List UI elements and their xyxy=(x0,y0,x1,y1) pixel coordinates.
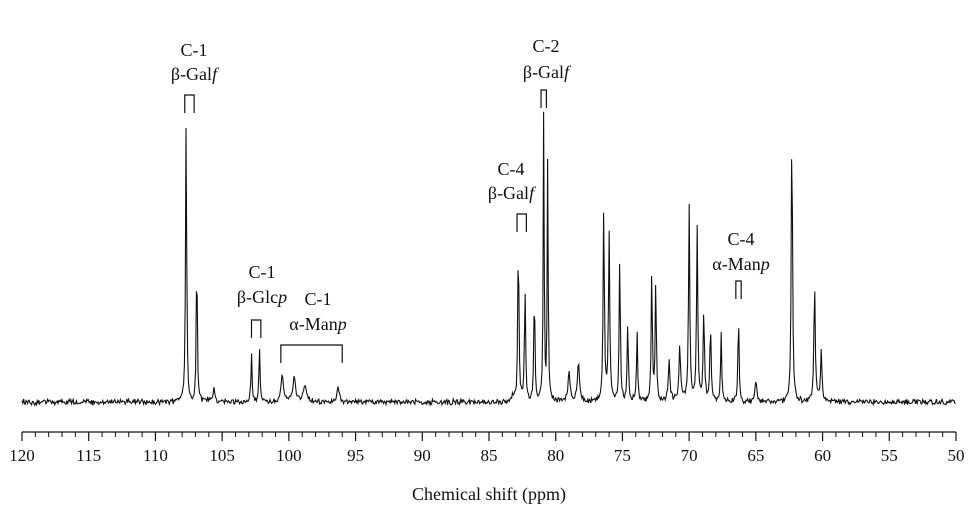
annotation-5-carbon: C-2 xyxy=(533,36,560,56)
x-tick-label-115: 115 xyxy=(76,446,101,465)
annotation-1-residue: β-Galf xyxy=(171,64,220,84)
x-tick-label-80: 80 xyxy=(547,446,564,465)
x-tick-label-90: 90 xyxy=(414,446,431,465)
x-tick-label-95: 95 xyxy=(347,446,364,465)
x-axis-label: Chemical shift (ppm) xyxy=(412,484,566,505)
x-tick-label-100: 100 xyxy=(276,446,302,465)
x-tick-label-85: 85 xyxy=(481,446,498,465)
annotation-4-residue: β-Galf xyxy=(488,183,537,203)
annotation-5-bracket xyxy=(540,89,547,108)
annotation-2-bracket xyxy=(250,319,262,338)
annotation-1-bracket xyxy=(184,94,195,113)
annotation-3-carbon: C-1 xyxy=(305,289,332,309)
annotation-4-bracket xyxy=(516,213,527,232)
annotation-2-residue: β-Glcp xyxy=(237,287,287,307)
x-tick-label-75: 75 xyxy=(614,446,631,465)
x-tick-label-50: 50 xyxy=(948,446,965,465)
annotation-2-carbon: C-1 xyxy=(249,262,276,282)
x-tick-label-55: 55 xyxy=(881,446,898,465)
annotation-5-residue: β-Galf xyxy=(523,62,572,82)
x-tick-label-120: 120 xyxy=(9,446,35,465)
x-tick-label-60: 60 xyxy=(814,446,831,465)
annotation-1-carbon: C-1 xyxy=(181,40,208,60)
x-tick-label-110: 110 xyxy=(143,446,168,465)
annotation-6-bracket xyxy=(735,280,742,299)
annotation-3-residue: α-Manp xyxy=(289,314,346,334)
x-tick-label-65: 65 xyxy=(747,446,764,465)
x-tick-label-105: 105 xyxy=(209,446,235,465)
x-tick-label-70: 70 xyxy=(681,446,698,465)
spectrum-line xyxy=(21,111,956,407)
annotation-3-bracket xyxy=(280,344,343,363)
annotation-6-residue: α-Manp xyxy=(712,254,769,274)
annotation-4-carbon: C-4 xyxy=(498,159,525,179)
annotation-6-carbon: C-4 xyxy=(728,229,755,249)
